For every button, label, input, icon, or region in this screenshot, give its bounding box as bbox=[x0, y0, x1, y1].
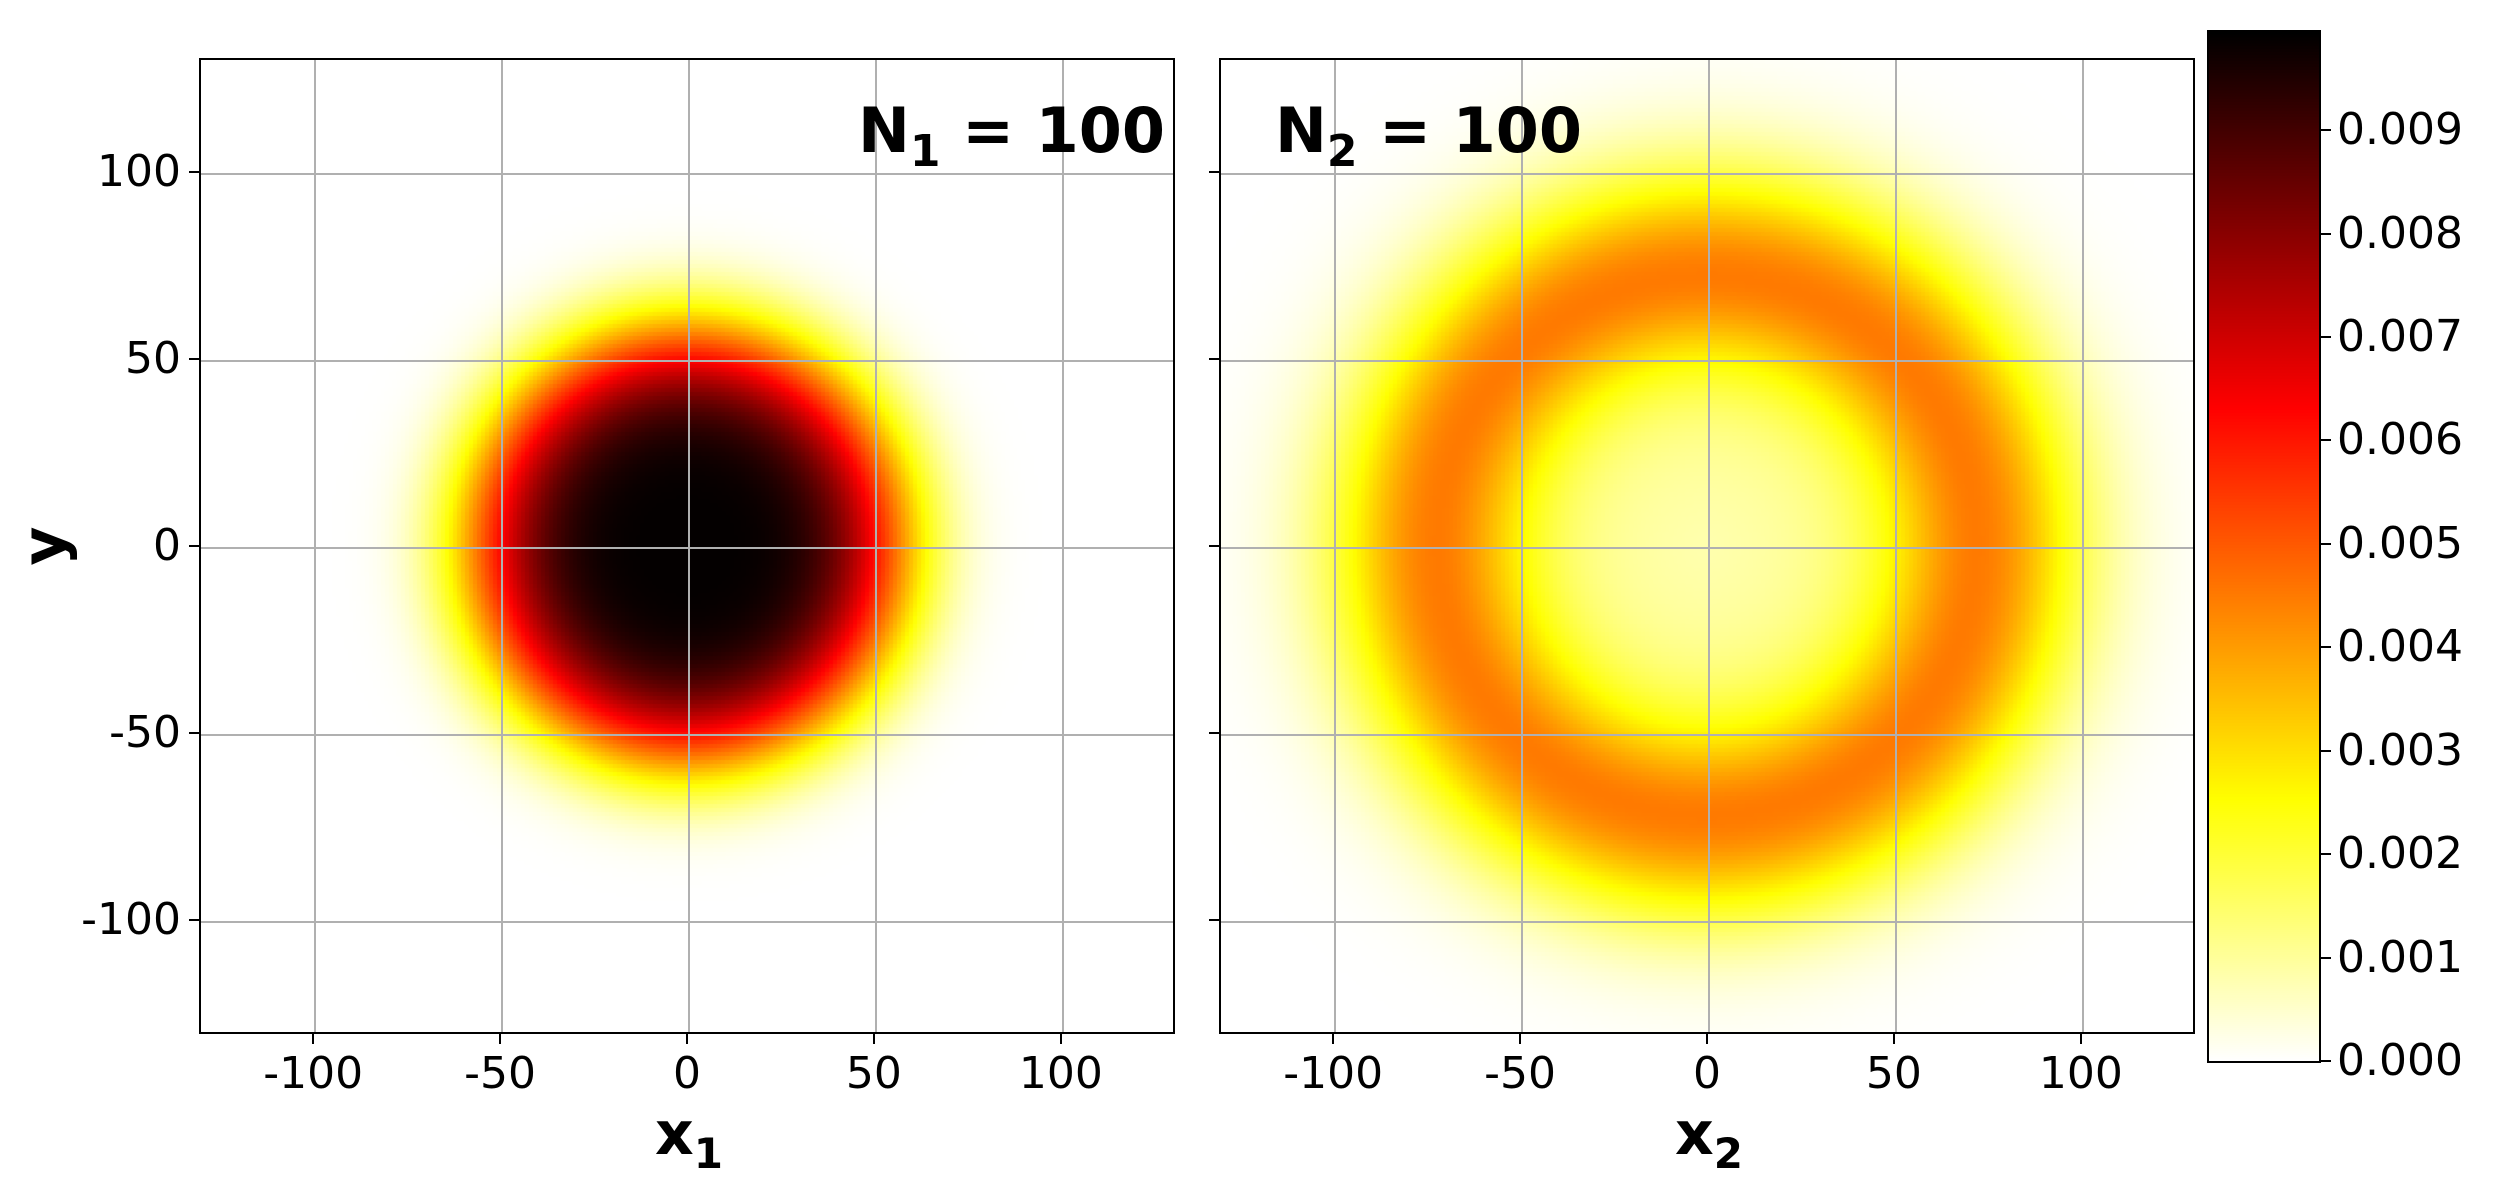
y-tick-label: -100 bbox=[81, 893, 181, 945]
annotation-equals: = bbox=[1379, 94, 1432, 167]
x-tick-mark bbox=[2079, 1034, 2082, 1044]
y-tick-label: 0 bbox=[153, 520, 181, 571]
y-tick-mark bbox=[1209, 731, 1219, 734]
x-tick-label: 0 bbox=[673, 1048, 701, 1099]
right-heatmap-panel bbox=[1219, 58, 2195, 1034]
y-tick-mark bbox=[1209, 918, 1219, 921]
x2-symbol: x bbox=[1675, 1099, 1714, 1169]
x1-symbol: x bbox=[655, 1099, 694, 1169]
colorbar-tick-mark bbox=[2321, 749, 2331, 752]
x-tick-label: 0 bbox=[1693, 1048, 1721, 1099]
annotation-value: 100 bbox=[1452, 94, 1583, 167]
grid-line-vertical bbox=[314, 60, 317, 1032]
annotation-value: 100 bbox=[1035, 94, 1166, 167]
colorbar-tick-label: 0.007 bbox=[2337, 311, 2463, 363]
y-tick-mark bbox=[1209, 171, 1219, 174]
y-tick-mark bbox=[189, 731, 199, 734]
left-heatmap-panel bbox=[199, 58, 1175, 1034]
annotation-equals: = bbox=[962, 94, 1015, 167]
x-tick-label: 50 bbox=[845, 1048, 902, 1099]
x-tick-mark bbox=[1519, 1034, 1522, 1044]
grid-line-horizontal bbox=[1221, 733, 2193, 736]
x-tick-mark bbox=[312, 1034, 315, 1044]
grid-line-vertical bbox=[688, 60, 690, 1032]
grid-line-horizontal bbox=[1221, 173, 2193, 176]
annotation-subscript: 1 bbox=[909, 126, 941, 177]
colorbar-tick-label: 0.005 bbox=[2337, 517, 2463, 569]
colorbar-gradient bbox=[2209, 32, 2319, 1061]
colorbar-tick-mark bbox=[2321, 129, 2331, 132]
colorbar-tick-mark bbox=[2321, 232, 2331, 235]
grid-line-horizontal bbox=[201, 733, 1173, 736]
x-tick-mark bbox=[1706, 1034, 1708, 1044]
left-annotation-n1: N1 = 100 bbox=[858, 100, 1165, 174]
colorbar-tick-label: 0.003 bbox=[2337, 724, 2463, 776]
annotation-symbol: N bbox=[858, 94, 910, 167]
grid-line-horizontal bbox=[201, 173, 1173, 176]
y-tick-mark bbox=[1209, 545, 1219, 547]
x-tick-label: 100 bbox=[2038, 1048, 2123, 1099]
y-axis-label: y bbox=[9, 526, 79, 566]
left-heatmap-image bbox=[201, 60, 1173, 1032]
x-tick-label: -50 bbox=[464, 1048, 536, 1099]
x2-axis-label: x2 bbox=[1675, 1104, 1743, 1175]
colorbar-tick-label: 0.001 bbox=[2337, 931, 2463, 983]
grid-line-vertical bbox=[2081, 60, 2084, 1032]
y-tick-label: -50 bbox=[109, 706, 181, 758]
y-tick-mark bbox=[189, 545, 199, 547]
annotation-subscript: 2 bbox=[1326, 126, 1358, 177]
y-tick-mark bbox=[189, 358, 199, 361]
colorbar-tick-label: 0.008 bbox=[2337, 207, 2463, 259]
x1-axis-label: x1 bbox=[655, 1104, 723, 1175]
grid-line-vertical bbox=[1061, 60, 1064, 1032]
colorbar-tick-mark bbox=[2321, 853, 2331, 856]
grid-line-horizontal bbox=[1221, 360, 2193, 363]
colorbar-tick-label: 0.004 bbox=[2337, 621, 2463, 673]
x-tick-label: 50 bbox=[1865, 1048, 1922, 1099]
grid-line-vertical bbox=[1334, 60, 1337, 1032]
colorbar-tick-mark bbox=[2321, 336, 2331, 339]
y-tick-label: 50 bbox=[125, 333, 181, 385]
right-heatmap-image bbox=[1221, 60, 2193, 1032]
x-tick-label: -50 bbox=[1484, 1048, 1556, 1099]
x-tick-label: -100 bbox=[1283, 1048, 1384, 1099]
x-tick-mark bbox=[1059, 1034, 1062, 1044]
y-tick-label: 100 bbox=[97, 146, 181, 198]
y-tick-mark bbox=[189, 171, 199, 174]
x-tick-mark bbox=[499, 1034, 502, 1044]
x-tick-label: 100 bbox=[1018, 1048, 1103, 1099]
right-annotation-n2: N2 = 100 bbox=[1275, 100, 1582, 174]
x-tick-mark bbox=[686, 1034, 688, 1044]
annotation-symbol: N bbox=[1275, 94, 1327, 167]
grid-line-vertical bbox=[1894, 60, 1897, 1032]
grid-line-horizontal bbox=[201, 547, 1173, 549]
colorbar-tick-label: 0.000 bbox=[2337, 1035, 2463, 1086]
colorbar-tick-label: 0.002 bbox=[2337, 828, 2463, 880]
grid-line-vertical bbox=[501, 60, 504, 1032]
colorbar-tick-mark bbox=[2321, 1060, 2331, 1062]
grid-line-horizontal bbox=[201, 360, 1173, 363]
grid-line-horizontal bbox=[1221, 547, 2193, 549]
y-tick-mark bbox=[1209, 358, 1219, 361]
x-tick-label: -100 bbox=[263, 1048, 364, 1099]
colorbar-tick-label: 0.006 bbox=[2337, 414, 2463, 466]
colorbar-tick-mark bbox=[2321, 542, 2331, 545]
x-tick-mark bbox=[1332, 1034, 1335, 1044]
grid-line-horizontal bbox=[1221, 920, 2193, 923]
x-tick-mark bbox=[872, 1034, 875, 1044]
grid-line-horizontal bbox=[201, 920, 1173, 923]
y-tick-mark bbox=[189, 918, 199, 921]
colorbar-tick-label: 0.009 bbox=[2337, 104, 2463, 156]
x1-subscript: 1 bbox=[693, 1129, 723, 1178]
x-tick-mark bbox=[1892, 1034, 1895, 1044]
colorbar-tick-mark bbox=[2321, 646, 2331, 649]
colorbar-tick-mark bbox=[2321, 956, 2331, 959]
grid-line-vertical bbox=[1708, 60, 1710, 1032]
colorbar bbox=[2207, 30, 2321, 1063]
x2-subscript: 2 bbox=[1713, 1129, 1743, 1178]
colorbar-tick-mark bbox=[2321, 439, 2331, 442]
grid-line-vertical bbox=[874, 60, 877, 1032]
grid-line-vertical bbox=[1521, 60, 1524, 1032]
